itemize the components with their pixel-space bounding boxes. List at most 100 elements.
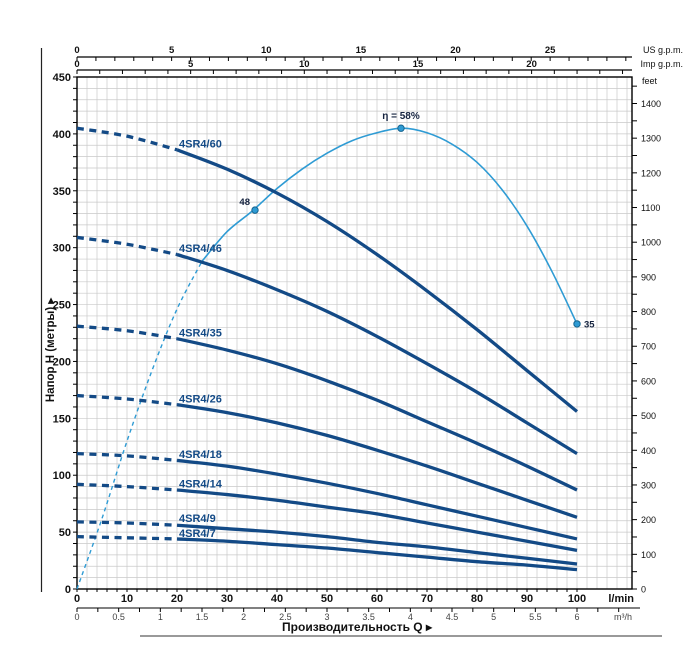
m3h-tick-label: 4.5 xyxy=(446,612,459,622)
m3h-tick-label: 5 xyxy=(491,612,496,622)
efficiency-marker-label: 35 xyxy=(584,319,595,330)
m3h-tick-label: 3.5 xyxy=(362,612,375,622)
curve-label-4SR4/35: 4SR4/35 xyxy=(179,327,222,339)
y-axis-title: Напор H (метры) ▸ xyxy=(45,297,57,402)
feet-tick-label: 0 xyxy=(641,585,646,595)
meters-tick-label: 300 xyxy=(53,243,71,255)
m3h-tick-label: 4 xyxy=(408,612,413,622)
meters-tick-label: 100 xyxy=(53,470,71,482)
plot-border xyxy=(76,76,633,590)
feet-tick-label: 300 xyxy=(641,480,656,490)
lpm-tick-label: 40 xyxy=(271,593,283,605)
pump-curve-4SR4/18 xyxy=(176,458,578,541)
pump-curve-dashed-4SR4/26 xyxy=(76,393,178,407)
lpm-tick-label: 70 xyxy=(421,593,433,605)
meters-tick-label: 0 xyxy=(65,584,71,596)
efficiency-marker-dot xyxy=(573,320,581,328)
lpm-tick-label: 100 xyxy=(568,593,586,605)
axis-tick-label: 20 xyxy=(526,59,537,70)
feet-tick-label: 1100 xyxy=(641,203,660,213)
axis-tick-label: 0 xyxy=(74,59,79,70)
feet-tick-label: 700 xyxy=(641,342,656,352)
feet-tick-label: 1000 xyxy=(641,238,661,248)
feet-tick-label: 900 xyxy=(641,272,656,282)
meters-tick-label: 350 xyxy=(53,186,71,198)
pump-curve-4SR4/7 xyxy=(176,537,578,572)
pump-curve-dashed-4SR4/18 xyxy=(76,451,178,463)
x-axis-title: Производительность Q ▸ xyxy=(282,620,433,634)
lpm-tick-label: 80 xyxy=(471,593,483,605)
m3h-tick-label: 1.5 xyxy=(196,612,209,622)
feet-tick-label: 1200 xyxy=(641,168,661,178)
lpm-tick-label: 20 xyxy=(171,593,183,605)
imp-gpm-unit-label: Imp g.p.m. xyxy=(640,59,683,69)
m3h-tick-label: 0 xyxy=(74,612,79,622)
feet-tick-label: 200 xyxy=(641,515,656,525)
lpm-unit-label: l/min xyxy=(608,593,634,605)
meters-tick-label: 400 xyxy=(53,129,71,141)
lpm-tick-label: 0 xyxy=(74,593,80,605)
feet-tick-label: 1300 xyxy=(641,134,661,144)
curve-label-4SR4/46: 4SR4/46 xyxy=(179,243,222,255)
feet-unit-label: feet xyxy=(642,76,658,86)
pump-curve-dashed-4SR4/60 xyxy=(76,126,178,152)
efficiency-curve xyxy=(201,127,578,325)
feet-tick-label: 100 xyxy=(641,550,656,560)
lpm-tick-label: 60 xyxy=(371,593,383,605)
pump-curve-dashed-4SR4/9 xyxy=(76,520,178,527)
meters-tick-label: 50 xyxy=(59,527,71,539)
m3h-tick-label: 5.5 xyxy=(529,612,542,622)
feet-tick-label: 500 xyxy=(641,411,656,421)
feet-tick-label: 800 xyxy=(641,307,656,317)
curve-label-4SR4/7: 4SR4/7 xyxy=(179,528,216,540)
pump-curve-4SR4/9 xyxy=(176,523,578,566)
m3h-tick-label: 0.5 xyxy=(112,612,125,622)
meters-tick-label: 150 xyxy=(53,413,71,425)
feet-tick-label: 600 xyxy=(641,376,656,386)
m3h-tick-label: 2 xyxy=(241,612,246,622)
axis-tick-label: 15 xyxy=(356,45,367,56)
curve-label-4SR4/18: 4SR4/18 xyxy=(179,449,222,461)
efficiency-peak-label: η = 58% xyxy=(382,111,420,122)
pump-curve-4SR4/46 xyxy=(176,252,578,456)
us-gpm-unit-label: US g.p.m. xyxy=(643,45,683,55)
lpm-tick-label: 50 xyxy=(321,593,333,605)
pump-curve-4SR4/60 xyxy=(176,148,579,413)
m3h-tick-label: 1 xyxy=(158,612,163,622)
pump-curve-dashed-4SR4/46 xyxy=(76,235,178,257)
curve-label-4SR4/26: 4SR4/26 xyxy=(179,393,222,405)
meters-tick-label: 200 xyxy=(53,356,71,368)
axis-tick-label: 0 xyxy=(74,45,79,56)
meters-tick-label: 250 xyxy=(53,300,71,312)
curve-label-4SR4/9: 4SR4/9 xyxy=(179,513,216,525)
efficiency-marker-dot xyxy=(397,124,405,132)
pump-curve-dashed-4SR4/35 xyxy=(76,324,178,341)
m3h-tick-label: 3 xyxy=(324,612,329,622)
m3h-tick-label: 2.5 xyxy=(279,612,292,622)
lpm-tick-label: 90 xyxy=(521,593,533,605)
axis-tick-label: 10 xyxy=(261,45,272,56)
meters-tick-label: 450 xyxy=(53,72,71,84)
m3h-unit-label: m³/h xyxy=(614,612,632,622)
axis-tick-label: 15 xyxy=(413,59,424,70)
curve-label-4SR4/60: 4SR4/60 xyxy=(179,139,222,151)
m3h-tick-label: 6 xyxy=(575,612,580,622)
pump-curve-4SR4/26 xyxy=(176,403,578,519)
lpm-tick-label: 10 xyxy=(121,593,133,605)
lpm-tick-label: 30 xyxy=(221,593,233,605)
pump-curve-dashed-4SR4/14 xyxy=(76,482,178,492)
axis-tick-label: 5 xyxy=(188,59,194,70)
feet-tick-label: 1400 xyxy=(641,99,661,109)
axis-tick-label: 5 xyxy=(169,45,175,56)
efficiency-marker-label: 48 xyxy=(239,197,250,208)
axis-tick-label: 20 xyxy=(450,45,461,56)
curve-label-4SR4/14: 4SR4/14 xyxy=(179,479,223,491)
axis-tick-label: 25 xyxy=(545,45,556,56)
pump-curve-dashed-4SR4/7 xyxy=(76,535,178,541)
axis-tick-label: 10 xyxy=(299,59,310,70)
efficiency-marker-dot xyxy=(251,206,259,214)
feet-tick-label: 400 xyxy=(641,446,656,456)
pump-curve-4SR4/14 xyxy=(176,488,578,552)
